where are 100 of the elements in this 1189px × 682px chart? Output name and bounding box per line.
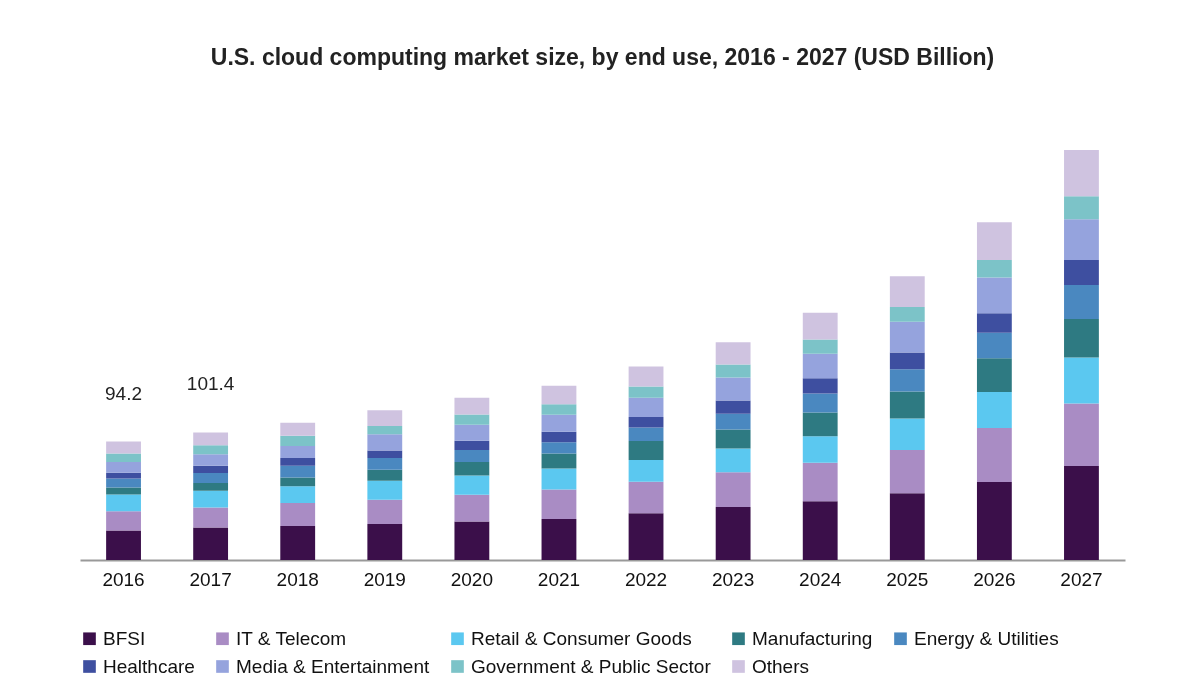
bar: [628, 397, 664, 417]
bar: [367, 410, 403, 426]
bar: [280, 446, 316, 458]
bar: [454, 424, 490, 441]
bar: [454, 397, 490, 415]
bar: [976, 391, 1012, 428]
x-tick-label: 2024: [799, 568, 842, 590]
bar: [454, 440, 490, 451]
bar: [628, 366, 664, 387]
bar: [1064, 259, 1099, 285]
bar: [889, 493, 925, 560]
bar: [976, 332, 1012, 359]
bar: [889, 391, 925, 419]
bar: [1064, 318, 1099, 358]
bar: [715, 448, 751, 473]
bar: [628, 416, 664, 428]
bar: [628, 441, 664, 460]
bar: [193, 482, 229, 491]
bar: [541, 442, 577, 454]
bar: [367, 523, 403, 560]
bar: [715, 364, 751, 378]
bar: [802, 436, 838, 463]
bar: [106, 494, 141, 512]
bar: [715, 472, 751, 508]
bar: [1064, 466, 1099, 560]
annotation: 101.4: [186, 373, 235, 395]
bar: [802, 462, 838, 502]
bar: [106, 487, 141, 495]
legend-label: Manufacturing: [752, 627, 873, 649]
bar: [541, 468, 577, 490]
bar: [1064, 196, 1099, 220]
bar: [889, 418, 925, 451]
legend-label: Energy & Utilities: [914, 627, 1059, 649]
x-tick-label: 2026: [973, 568, 1016, 590]
bar: [715, 377, 751, 401]
bar: [802, 339, 838, 354]
legend-label: IT & Telecom: [236, 627, 347, 649]
bar: [280, 503, 316, 526]
bar: [541, 519, 577, 560]
bar: [106, 530, 141, 560]
bar: [193, 473, 229, 483]
bar: [889, 369, 925, 392]
bar: [280, 465, 316, 478]
bar: [715, 413, 751, 430]
bar: [454, 494, 490, 522]
bar: [976, 222, 1012, 260]
bar: [976, 259, 1012, 278]
bar: [454, 475, 490, 495]
bar: [976, 482, 1012, 560]
bar: [889, 352, 925, 370]
bar: [802, 353, 838, 379]
bar: [715, 342, 751, 365]
bar: [280, 477, 316, 487]
bar: [628, 459, 664, 482]
bar: [889, 307, 925, 322]
x-tick-label: 2019: [363, 568, 406, 590]
bar: [889, 321, 925, 353]
x-tick-label: 2017: [189, 568, 232, 590]
bar: [367, 469, 403, 481]
legend-label: BFSI: [103, 627, 146, 649]
legend-label: Government & Public Sector: [471, 655, 712, 677]
bar: [367, 425, 403, 435]
bar: [976, 277, 1012, 314]
bar: [628, 513, 664, 560]
legend-label: Others: [752, 655, 810, 677]
bar: [541, 385, 577, 405]
bar: [541, 431, 577, 443]
legend-label: Retail & Consumer Goods: [471, 627, 692, 649]
x-tick-label: 2021: [537, 568, 581, 590]
bar: [715, 507, 751, 560]
x-tick-label: 2027: [1060, 568, 1103, 590]
bar: [367, 450, 403, 458]
bar: [106, 511, 141, 531]
bar: [715, 429, 751, 449]
bar: [802, 312, 838, 340]
bar: [541, 404, 577, 415]
bar: [1064, 150, 1099, 197]
bar: [193, 454, 229, 466]
bar: [454, 414, 490, 425]
bar: [367, 480, 403, 500]
chart-title: U.S. cloud computing market size, by end use, 2016 - 2027 (USD Billion): [210, 44, 995, 70]
bar: [889, 276, 925, 308]
bar: [193, 432, 229, 446]
bar: [454, 450, 490, 463]
bar: [454, 521, 490, 560]
bar: [106, 453, 141, 463]
bar: [280, 457, 316, 466]
bar: [802, 378, 838, 394]
bar: [280, 422, 316, 436]
x-tick-label: 2025: [886, 568, 929, 590]
x-tick-label: 2023: [711, 568, 755, 590]
bar: [280, 486, 316, 504]
bar: [193, 465, 229, 474]
bar: [1064, 219, 1099, 260]
bar: [193, 445, 229, 455]
x-tick-label: 2020: [450, 568, 494, 590]
bar: [541, 453, 577, 469]
bar: [106, 478, 141, 488]
bar: [280, 525, 316, 560]
bar: [1064, 403, 1099, 467]
